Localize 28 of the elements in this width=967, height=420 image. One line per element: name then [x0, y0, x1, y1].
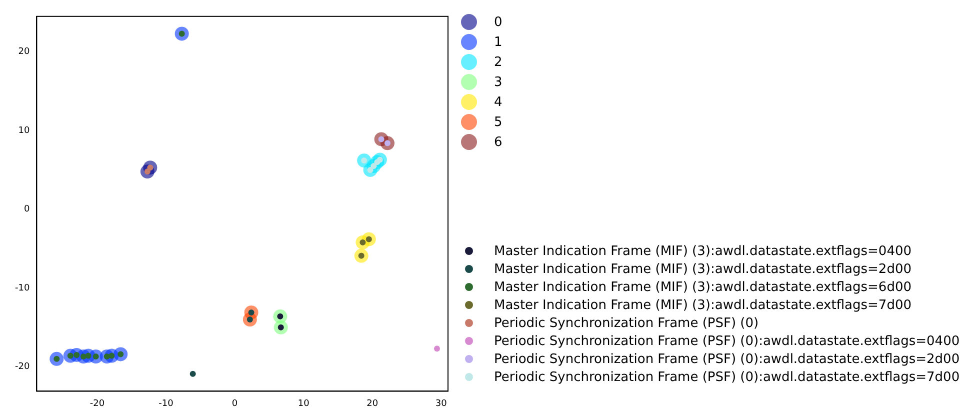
x-tick-label: 10 — [298, 398, 310, 409]
legend-label: 2 — [494, 54, 502, 70]
legend-label: Master Indication Frame (MIF) (3):awdl.datastate.extflags=7d00 — [494, 298, 912, 312]
legend-label: Periodic Synchronization Frame (PSF) (0) — [494, 316, 759, 330]
x-tick-label: -10 — [158, 398, 174, 409]
y-tick-label: -20 — [14, 362, 30, 372]
legend-label: 3 — [494, 74, 502, 90]
legend-label: 4 — [494, 94, 502, 110]
legend-label: 0 — [494, 14, 502, 30]
y-tick-label: 20 — [18, 47, 30, 58]
legend-label: 1 — [494, 34, 502, 50]
x-tick-label: 0 — [232, 398, 238, 409]
legend-label: 6 — [494, 134, 502, 150]
legend-label: Periodic Synchronization Frame (PSF) (0):awdl.datastate.extflags=7d00 — [494, 370, 960, 384]
y-tick-label: 0 — [24, 204, 30, 215]
legend-label: Periodic Synchronization Frame (PSF) (0):awdl.datastate.extflags=2d00 — [494, 352, 960, 366]
legend-label: 5 — [494, 114, 502, 130]
y-tick-label: 10 — [18, 126, 30, 136]
y-tick-label: -10 — [14, 283, 30, 294]
x-tick-label: 20 — [366, 398, 378, 409]
legend-label: Master Indication Frame (MIF) (3):awdl.datastate.extflags=0400 — [494, 244, 912, 258]
x-tick-label: 30 — [435, 398, 448, 409]
point — [434, 346, 440, 352]
x-tick-label: -20 — [90, 398, 105, 409]
legend-label: Master Indication Frame (MIF) (3):awdl.datastate.extflags=6d00 — [494, 280, 912, 294]
point — [190, 370, 196, 377]
legend-label: Periodic Synchronization Frame (PSF) (0):awdl.datastate.extflags=0400 — [494, 334, 960, 348]
legend-label: Master Indication Frame (MIF) (3):awdl.datastate.extflags=2d00 — [494, 262, 912, 276]
